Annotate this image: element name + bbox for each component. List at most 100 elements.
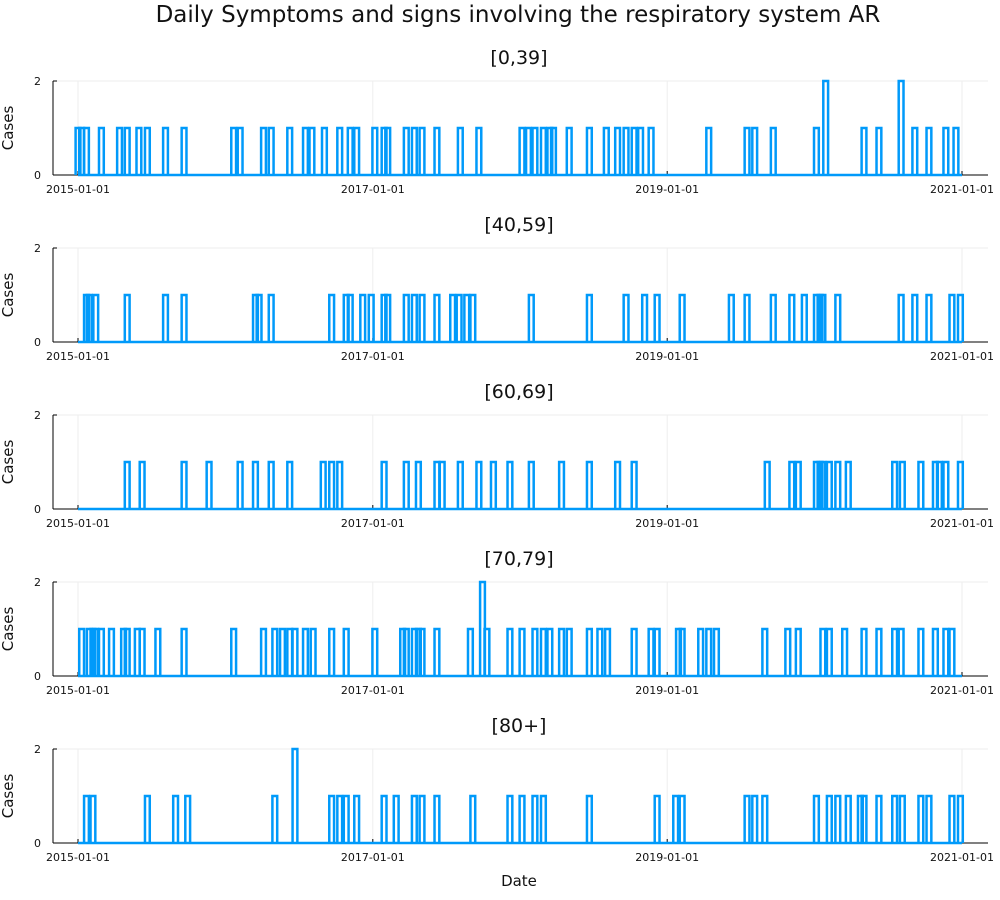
data-spike xyxy=(336,794,344,843)
data-spike xyxy=(255,293,263,342)
data-spike xyxy=(897,79,905,175)
data-spike xyxy=(524,126,533,175)
data-spike xyxy=(171,794,180,843)
data-spike xyxy=(123,460,131,509)
data-spike xyxy=(143,126,152,175)
data-spike xyxy=(410,794,418,843)
data-spike xyxy=(565,126,573,175)
data-spike xyxy=(825,794,833,843)
x-tick-label: 2019-01-01 xyxy=(635,684,699,697)
data-spike xyxy=(475,126,483,175)
data-spike xyxy=(917,794,925,843)
data-spike xyxy=(630,460,638,509)
data-spike xyxy=(697,627,705,676)
data-spike xyxy=(788,460,796,509)
data-spike xyxy=(353,794,361,843)
data-spike xyxy=(897,627,905,676)
data-spike xyxy=(180,460,188,509)
data-spike xyxy=(819,460,827,509)
data-spike xyxy=(115,126,124,175)
data-spike xyxy=(925,794,933,843)
data-spike xyxy=(751,126,759,175)
data-spike xyxy=(301,627,310,676)
data-spike xyxy=(761,627,769,676)
data-spike xyxy=(449,293,457,342)
panel-title: [60,69] xyxy=(484,381,553,403)
data-spike xyxy=(82,794,91,843)
data-spike xyxy=(138,460,146,509)
data-spike xyxy=(935,460,944,509)
data-spike xyxy=(123,293,131,342)
data-spike xyxy=(596,627,604,676)
data-spike xyxy=(346,293,354,342)
data-spike xyxy=(712,627,721,676)
data-spike xyxy=(371,627,379,676)
data-spike xyxy=(77,627,86,676)
data-spike xyxy=(336,460,344,509)
data-spike xyxy=(948,794,956,843)
data-spike xyxy=(85,293,93,342)
x-tick-label: 2019-01-01 xyxy=(635,350,699,363)
data-spike xyxy=(917,460,925,509)
data-spike xyxy=(384,126,392,175)
data-spike xyxy=(418,293,426,342)
x-tick-label: 2015-01-01 xyxy=(46,517,110,530)
data-spike xyxy=(844,460,852,509)
data-spike xyxy=(956,293,965,342)
data-spike xyxy=(539,627,548,676)
data-spike xyxy=(860,627,868,676)
data-spike xyxy=(107,627,116,676)
data-spike xyxy=(539,126,548,175)
data-spike xyxy=(825,627,833,676)
data-spike xyxy=(278,627,287,676)
data-spike xyxy=(751,794,759,843)
data-spike xyxy=(154,627,162,676)
x-tick-label: 2017-01-01 xyxy=(341,517,405,530)
data-spike xyxy=(97,627,106,676)
data-spike xyxy=(384,293,392,342)
data-spike xyxy=(539,794,548,843)
x-tick-label: 2021-01-01 xyxy=(930,517,994,530)
data-spike xyxy=(466,627,475,676)
data-spike xyxy=(418,627,426,676)
data-spike xyxy=(309,627,317,676)
data-spike xyxy=(942,460,950,509)
data-spike xyxy=(898,794,906,843)
x-tick-label: 2015-01-01 xyxy=(46,684,110,697)
x-tick-label: 2019-01-01 xyxy=(635,517,699,530)
data-spike xyxy=(518,627,526,676)
data-spike xyxy=(469,293,477,342)
data-spike xyxy=(271,794,279,843)
data-spike xyxy=(891,460,899,509)
data-spike xyxy=(230,627,238,676)
data-spike xyxy=(653,293,661,342)
data-spike xyxy=(414,460,423,509)
data-spike xyxy=(956,794,965,843)
data-spike xyxy=(359,293,367,342)
data-spike xyxy=(180,627,188,676)
y-axis-label: Cases xyxy=(0,774,17,819)
panels-group: [0,39] 2015-01-01 2017-01-01 2019-01-01 2021… xyxy=(0,47,994,864)
data-spike xyxy=(875,126,883,175)
data-spike xyxy=(705,126,713,175)
data-spike xyxy=(267,460,275,509)
panel-title: [80+] xyxy=(492,715,547,737)
data-spike xyxy=(931,627,940,676)
data-spike xyxy=(844,794,852,843)
data-spike xyxy=(800,293,808,342)
data-spike xyxy=(143,794,152,843)
data-spike xyxy=(353,126,361,175)
data-spike xyxy=(602,126,610,175)
data-spike xyxy=(891,794,899,843)
data-spike xyxy=(259,627,268,676)
data-spike xyxy=(653,794,661,843)
data-spike xyxy=(603,627,612,676)
data-spike xyxy=(911,126,919,175)
data-spike xyxy=(630,627,638,676)
data-spike xyxy=(161,293,170,342)
data-spike xyxy=(320,126,329,175)
data-spike xyxy=(784,627,792,676)
x-tick-label: 2021-01-01 xyxy=(930,851,994,864)
data-spike xyxy=(475,460,483,509)
data-spike xyxy=(585,293,594,342)
